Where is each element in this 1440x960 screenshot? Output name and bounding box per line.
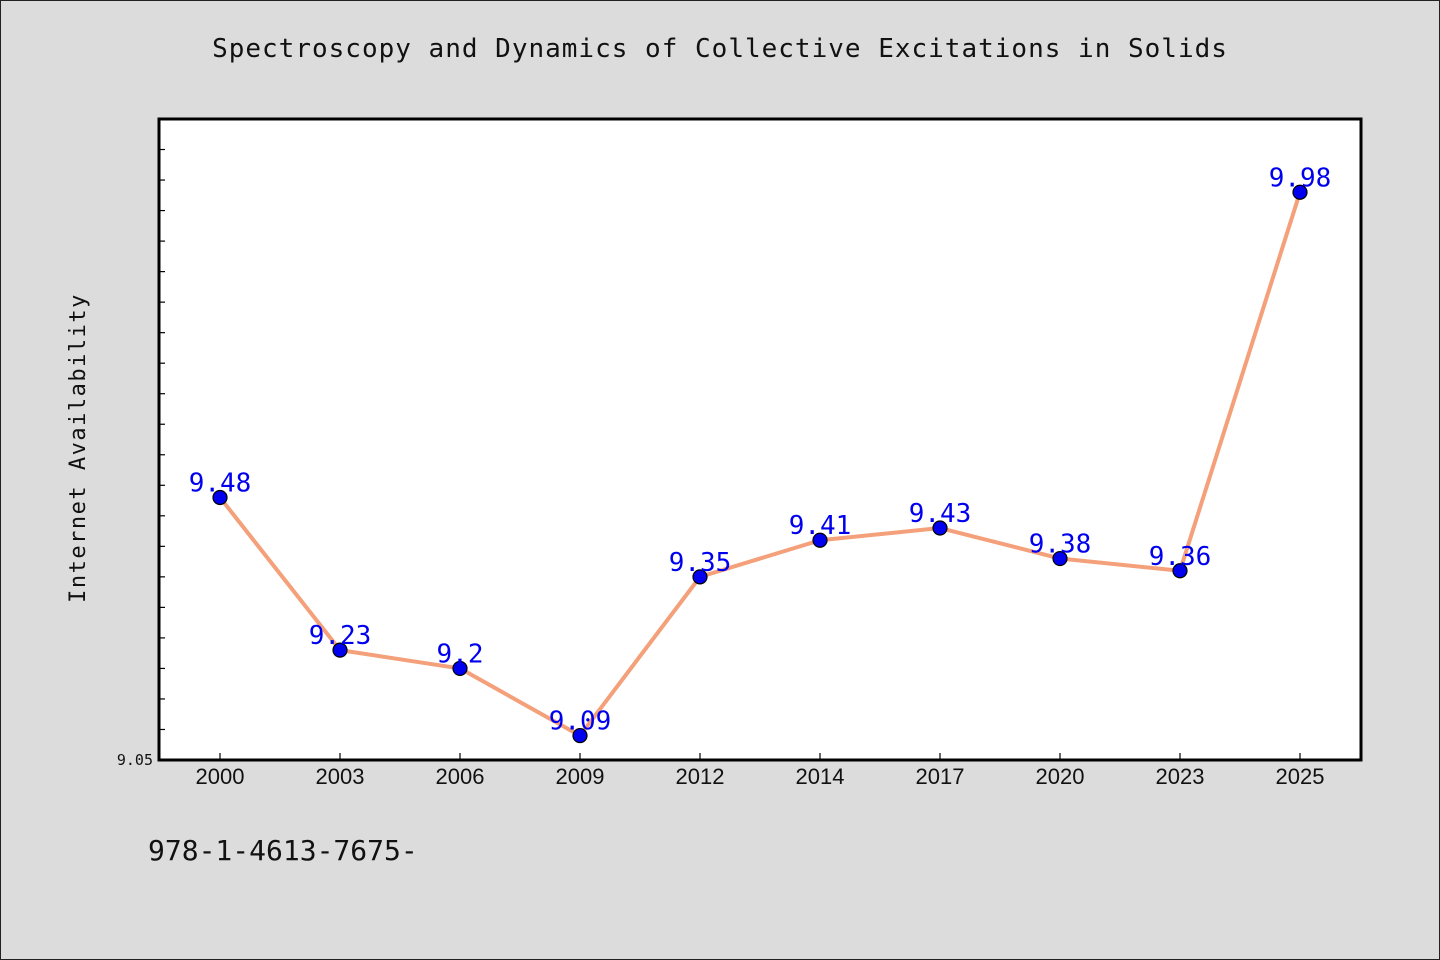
- data-label: 9.41: [789, 511, 852, 541]
- x-tick-label: 2003: [316, 764, 365, 789]
- x-tick-label: 2012: [676, 764, 725, 789]
- data-label: 9.09: [549, 707, 612, 737]
- data-markers: [212, 184, 1308, 744]
- x-tick-label: 2014: [796, 764, 845, 789]
- data-label: 9.98: [1269, 163, 1332, 193]
- x-tick-label: 2020: [1036, 764, 1085, 789]
- x-tick-label: 2006: [436, 764, 485, 789]
- data-point: [452, 660, 468, 677]
- data-label: 9.43: [909, 499, 972, 529]
- x-tick-label: 2023: [1156, 764, 1205, 789]
- chart-title: Spectroscopy and Dynamics of Collective …: [212, 34, 1228, 64]
- data-point: [812, 532, 828, 548]
- x-tick-label: 2017: [916, 764, 965, 789]
- data-point: [332, 642, 348, 658]
- data-point: [932, 520, 948, 536]
- data-label: 9.2: [437, 639, 484, 669]
- footer-code: 978-1-4613-7675-: [148, 834, 418, 867]
- data-label: 9.35: [669, 548, 732, 578]
- y-axis-ticks: 9.05: [117, 148, 165, 769]
- x-tick-label: 2025: [1276, 764, 1325, 789]
- data-label: 9.38: [1029, 530, 1092, 560]
- y-tick-label: 9.05: [117, 751, 153, 769]
- series-lines: [218, 191, 1302, 738]
- x-axis-ticks: 2000 2003 2006 2009 2012 2014 2017 2020 2023 2025: [196, 753, 1325, 789]
- series-line: [218, 191, 1302, 738]
- data-point: [1172, 563, 1188, 579]
- data-labels: 9.48 9.23 9.2 9.09 9.35 9.41 9.43 9.38 9.36 9.98: [189, 163, 1332, 736]
- plot-area: [157, 117, 1363, 762]
- x-tick-label: 2009: [556, 764, 605, 789]
- data-point: [572, 727, 588, 744]
- data-point: [212, 489, 228, 506]
- data-point: [692, 569, 708, 585]
- y-axis-label: Internet Availability: [66, 293, 91, 603]
- data-point: [1052, 550, 1068, 567]
- data-label: 9.36: [1149, 542, 1212, 572]
- x-tick-label: 2000: [196, 764, 245, 789]
- data-point: [1292, 184, 1308, 200]
- data-label: 9.48: [189, 468, 252, 498]
- data-label: 9.23: [309, 621, 372, 651]
